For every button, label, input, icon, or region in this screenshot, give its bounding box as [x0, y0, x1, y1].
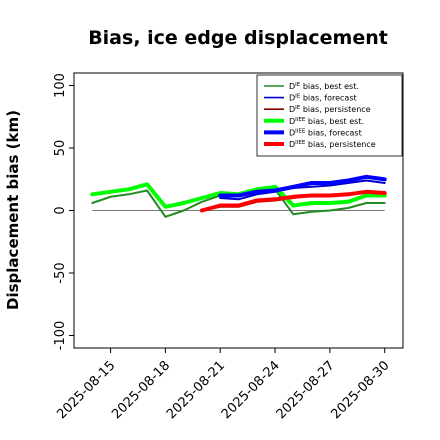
- legend-label-4: DIIEE bias, best est.: [289, 117, 364, 126]
- legend-label-6: DIIEE bias, persistence: [289, 140, 376, 149]
- legend-label-3: DIE bias, persistence: [289, 105, 371, 114]
- x-tick-label: 2025-08-18: [109, 358, 173, 422]
- series-line-5: [218, 174, 387, 198]
- legend: DIE bias, best est. DIE bias, forecast DIE…: [256, 74, 403, 157]
- y-axis-label: Displacement bias (km): [4, 110, 22, 310]
- x-tick-label: 2025-08-24: [219, 358, 283, 422]
- legend-label-5: DIIEE bias, forecast: [289, 128, 362, 137]
- y-tick-label: 100: [53, 73, 68, 98]
- y-tick-label: 0: [53, 206, 68, 214]
- y-tick-label: 50: [53, 140, 68, 157]
- y-tick-label: -50: [53, 262, 68, 283]
- y-tick-label: -100: [53, 321, 68, 351]
- x-tick-label: 2025-08-15: [54, 358, 118, 422]
- series-line-2: [219, 179, 386, 201]
- x-tick-label: 2025-08-30: [329, 358, 393, 422]
- chart-title: Bias, ice edge displacement: [88, 27, 388, 49]
- series-line-6: [199, 189, 387, 213]
- legend-label-2: DIE bias, forecast: [289, 94, 357, 103]
- x-tick-label: 2025-08-27: [274, 358, 338, 422]
- legend-label-1: DIE bias, best est.: [289, 82, 359, 91]
- x-tick-label: 2025-08-21: [164, 358, 228, 422]
